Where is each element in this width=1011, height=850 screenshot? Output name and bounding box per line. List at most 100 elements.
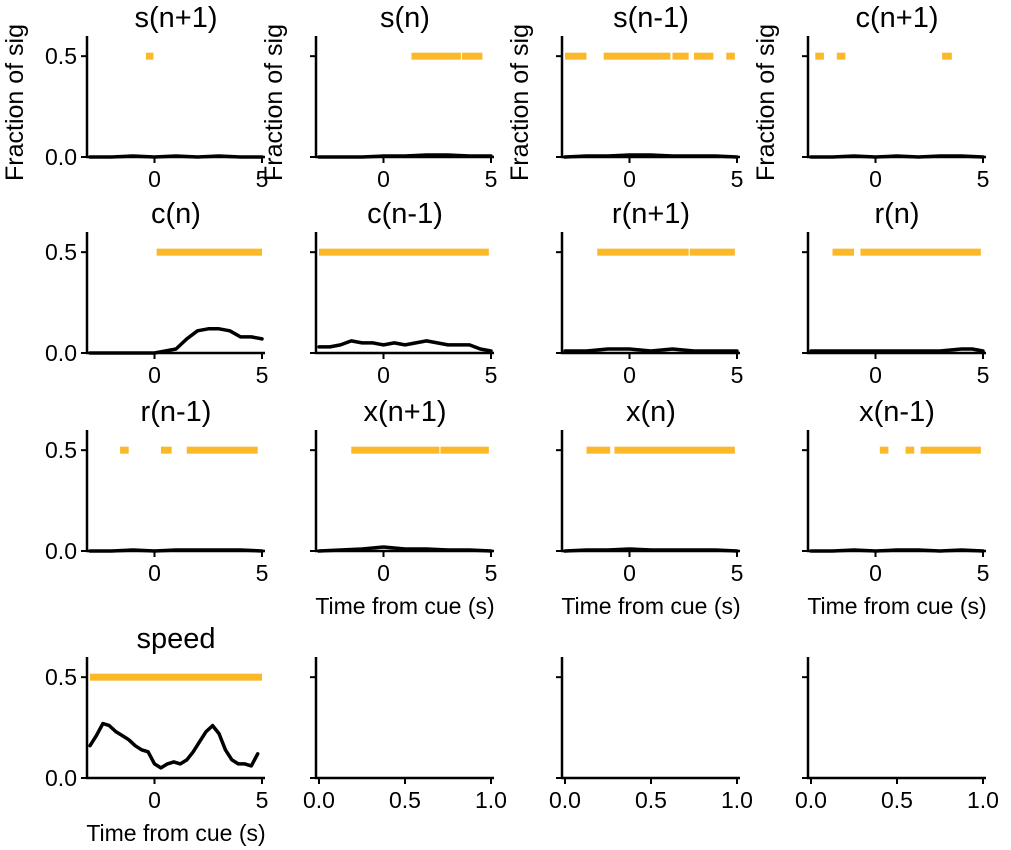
y-tick-label: 0.0 xyxy=(45,538,77,564)
panel-title: x(n-1) xyxy=(859,396,935,428)
y-axis-label: Fraction of sig xyxy=(1,24,29,181)
y-tick-label: 0.0 xyxy=(45,340,77,366)
panel-xnplus1: 0 5 x(n+1) Time from cue (s) xyxy=(310,396,497,619)
significance-bar xyxy=(351,446,440,454)
panel-title: r(n+1) xyxy=(612,198,690,230)
significance-bar xyxy=(440,446,489,454)
significance-bar xyxy=(832,248,854,256)
x-tick-label: 0.5 xyxy=(635,787,667,813)
panel-title: s(n) xyxy=(380,2,430,34)
x-axis-label: Time from cue (s) xyxy=(561,593,740,619)
x-tick-label: 0 xyxy=(148,166,161,192)
panel-xn: 0 5 x(n) Time from cue (s) xyxy=(556,396,743,619)
significance-bar xyxy=(565,52,587,60)
x-tick-label: 5 xyxy=(256,166,269,192)
significance-bar xyxy=(156,248,262,256)
x-tick-label: 1.0 xyxy=(967,787,999,813)
x-tick-label: 0 xyxy=(377,362,390,388)
x-axis-label: Time from cue (s) xyxy=(86,820,265,846)
panel-title: x(n+1) xyxy=(363,396,446,428)
x-axis-label: Time from cue (s) xyxy=(807,593,986,619)
significance-bar xyxy=(186,446,258,454)
y-axis-label: Fraction of sig xyxy=(506,24,534,181)
panel-empty-14: 0.0 0.5 1.0 xyxy=(549,657,753,813)
y-axis-label: Fraction of sig xyxy=(260,24,288,181)
significance-bar xyxy=(879,446,889,454)
x-tick-label: 0 xyxy=(377,560,390,586)
x-tick-label: 5 xyxy=(731,362,744,388)
significance-bar xyxy=(586,446,611,454)
x-tick-label: 5 xyxy=(485,560,498,586)
y-tick-label: 0.5 xyxy=(45,437,77,463)
x-tick-label: 5 xyxy=(485,362,498,388)
x-tick-label: 0 xyxy=(148,362,161,388)
panel-title: r(n-1) xyxy=(141,396,212,428)
significance-bar xyxy=(920,446,981,454)
significance-bar xyxy=(836,52,846,60)
data-line xyxy=(88,327,264,355)
significance-bar xyxy=(597,248,689,256)
x-tick-label: 5 xyxy=(977,362,990,388)
x-tick-label: 0.5 xyxy=(389,787,421,813)
x-tick-label: 0 xyxy=(623,362,636,388)
significance-bar xyxy=(860,248,981,256)
x-tick-label: 5 xyxy=(485,166,498,192)
x-tick-label: 1.0 xyxy=(721,787,753,813)
significance-bar xyxy=(905,446,915,454)
panel-title: s(n+1) xyxy=(134,2,217,34)
panel-title: x(n) xyxy=(626,396,676,428)
x-tick-label: 5 xyxy=(731,166,744,192)
y-tick-label: 0.5 xyxy=(45,43,77,69)
significance-bar xyxy=(319,248,489,256)
panel-cnplus1: 0 5 c(n+1) Fraction of sig xyxy=(752,2,989,192)
panel-title: c(n-1) xyxy=(367,198,443,230)
x-tick-label: 0.5 xyxy=(881,787,913,813)
y-tick-label: 0.5 xyxy=(45,239,77,265)
significance-bar xyxy=(614,446,735,454)
panel-rnplus1: 0 5 r(n+1) xyxy=(556,198,743,388)
x-tick-label: 0 xyxy=(869,362,882,388)
panel-rn: 0 5 r(n) xyxy=(802,198,989,388)
x-tick-label: 0.0 xyxy=(549,787,581,813)
significance-bar xyxy=(461,52,483,60)
panel-xnminus1: 0 5 x(n-1) Time from cue (s) xyxy=(802,396,989,619)
panel-speed: 0.0 0.5 0 5 speed Time from cue (s) xyxy=(45,623,268,846)
x-tick-label: 0 xyxy=(623,560,636,586)
panel-sn: 0 5 s(n) Fraction of sig xyxy=(260,2,497,192)
x-tick-label: 0 xyxy=(869,560,882,586)
significance-bar xyxy=(726,52,735,60)
x-tick-label: 5 xyxy=(256,560,269,586)
x-tick-label: 5 xyxy=(977,166,990,192)
panel-rnminus1: 0.0 0.5 0 5 r(n-1) xyxy=(45,396,268,586)
data-line xyxy=(317,339,493,353)
x-tick-label: 5 xyxy=(731,560,744,586)
y-axis-label: Fraction of sig xyxy=(752,24,780,181)
x-tick-label: 5 xyxy=(256,787,269,813)
significance-bar xyxy=(411,52,461,60)
y-tick-label: 0.5 xyxy=(45,664,77,690)
significance-bar xyxy=(689,248,735,256)
x-tick-label: 0 xyxy=(148,560,161,586)
panel-title: speed xyxy=(136,623,215,655)
data-line xyxy=(563,347,739,353)
significance-bar xyxy=(603,52,671,60)
x-axis-label: Time from cue (s) xyxy=(315,593,494,619)
significance-bar xyxy=(120,446,129,454)
x-tick-label: 0 xyxy=(148,787,161,813)
x-tick-label: 5 xyxy=(256,362,269,388)
x-tick-label: 0.0 xyxy=(795,787,827,813)
x-tick-label: 0 xyxy=(869,166,882,192)
significance-bar xyxy=(90,673,262,681)
significance-bar xyxy=(672,52,689,60)
significance-bar xyxy=(145,52,154,60)
panel-title: r(n) xyxy=(874,198,919,230)
panel-title: c(n+1) xyxy=(855,2,938,34)
x-tick-label: 0 xyxy=(623,166,636,192)
panel-snminus1: 0 5 s(n-1) Fraction of sig xyxy=(506,2,743,192)
panel-title: s(n-1) xyxy=(613,2,689,34)
panel-title: c(n) xyxy=(151,198,201,230)
x-tick-label: 0 xyxy=(377,166,390,192)
significance-bar xyxy=(160,446,172,454)
y-tick-label: 0.0 xyxy=(45,144,77,170)
